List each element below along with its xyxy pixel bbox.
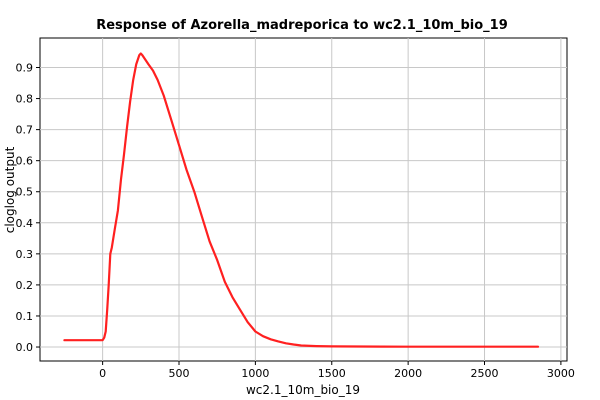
y-tick-label: 0.2 — [16, 279, 34, 292]
x-tick-label: 1000 — [241, 367, 269, 380]
y-axis-label: cloglog output — [3, 146, 17, 233]
y-tick-label: 0.4 — [16, 217, 34, 230]
x-tick-label: 2500 — [471, 367, 499, 380]
x-tick-label: 500 — [169, 367, 190, 380]
y-tick-label: 0.9 — [16, 62, 34, 75]
grid-lines — [40, 38, 567, 361]
y-tick-label: 0.1 — [16, 310, 34, 323]
response-curve — [63, 52, 540, 348]
y-tick-label: 0.0 — [16, 341, 34, 354]
plot-area — [39, 37, 568, 362]
x-tick-label: 0 — [99, 367, 106, 380]
x-tick-label: 2000 — [394, 367, 422, 380]
x-axis-label: wc2.1_10m_bio_19 — [246, 383, 360, 397]
x-axis: 0 500 1000 1500 2000 2500 3000 — [99, 361, 575, 380]
series-layer — [63, 52, 540, 348]
y-tick-label: 0.5 — [16, 186, 34, 199]
y-tick-label: 0.8 — [16, 93, 34, 106]
y-tick-label: 0.6 — [16, 155, 34, 168]
y-tick-label: 0.7 — [16, 124, 34, 137]
x-tick-label: 1500 — [318, 367, 346, 380]
chart-title: Response of Azorella_madreporica to wc2.… — [96, 18, 508, 33]
y-axis: 0.0 0.1 0.2 0.3 0.4 0.5 0.6 0.7 0.8 0.9 — [16, 62, 40, 354]
y-tick-label: 0.3 — [16, 248, 34, 261]
x-tick-label: 3000 — [547, 367, 575, 380]
